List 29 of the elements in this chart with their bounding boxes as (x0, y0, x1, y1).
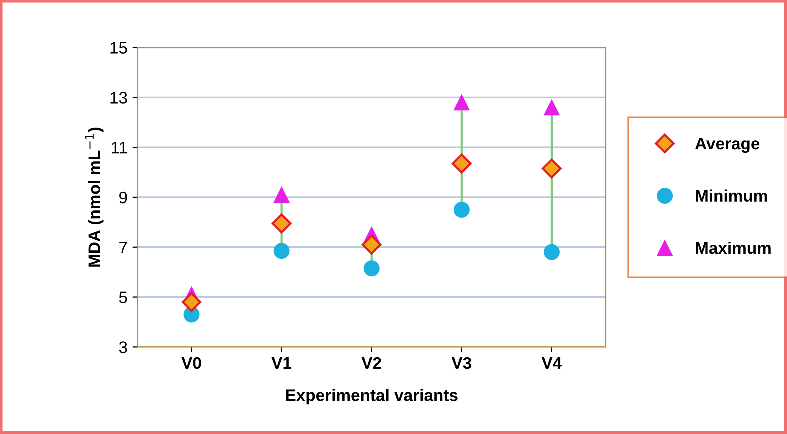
legend-label: Minimum (696, 190, 768, 202)
point (454, 94, 470, 111)
legend-label: Average (695, 138, 760, 154)
x-tick-label: V3 (452, 357, 472, 370)
point (364, 260, 380, 277)
point (272, 214, 292, 234)
y-tick-label: 3 (119, 342, 128, 354)
y-axis-title: MDA (nmol mL$^{−1}$) (85, 128, 104, 267)
point (274, 186, 290, 203)
point (182, 292, 202, 312)
point (544, 244, 560, 260)
x-axis-title: Experimental variants (286, 389, 458, 405)
x-tick-label: V2 (362, 357, 382, 369)
point (544, 100, 560, 116)
x-tick-label: V0 (182, 357, 202, 370)
y-tick-label: 5 (119, 292, 128, 304)
point (542, 158, 562, 179)
y-tick-label: 7 (120, 242, 128, 254)
point (452, 154, 472, 174)
point (454, 202, 470, 218)
y-tick-label: 11 (112, 142, 128, 154)
point (362, 235, 382, 255)
x-tick-label: V1 (272, 358, 292, 369)
y-tick-label: 15 (110, 42, 128, 54)
x-tick-label: V4 (542, 358, 562, 369)
y-tick-label: 13 (110, 92, 128, 104)
point (274, 243, 290, 260)
y-tick-label: 9 (120, 192, 128, 204)
legend-label: Maximum (696, 242, 771, 254)
